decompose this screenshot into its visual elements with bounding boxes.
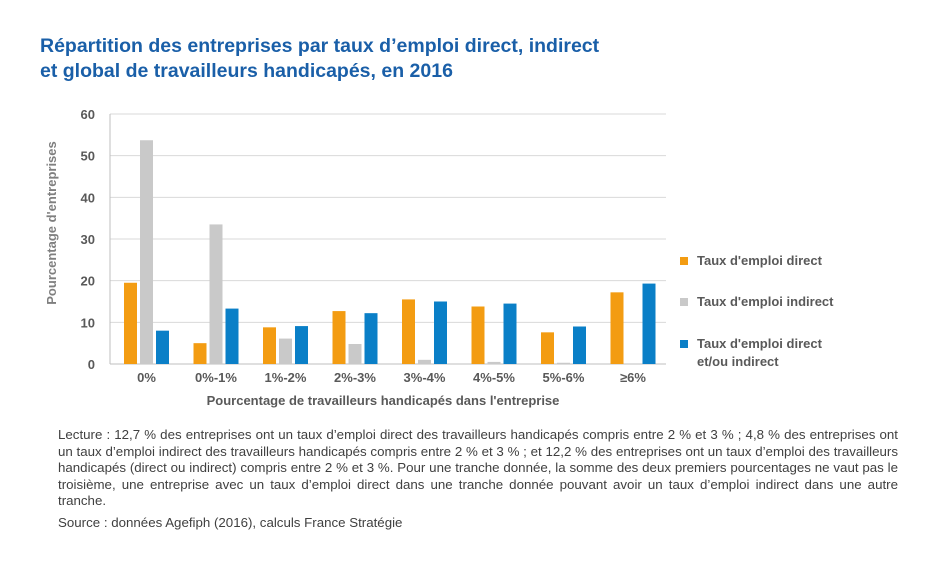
bar-indirect-4 <box>348 344 362 364</box>
y-tick-label: 10 <box>81 315 95 330</box>
bar-global-7 <box>573 326 586 364</box>
chart-title: Répartition des entreprises par taux d’e… <box>40 34 680 84</box>
bar-direct-3 <box>263 327 276 364</box>
y-tick-label: 0 <box>88 357 95 372</box>
bar-indirect-1 <box>140 140 153 364</box>
y-tick-label: 50 <box>81 149 95 164</box>
bar-global-6 <box>503 303 517 364</box>
y-tick-label: 30 <box>81 232 95 247</box>
chart-title-line-1: Répartition des entreprises par taux d’e… <box>40 35 600 57</box>
bar-chart: 0 10 20 30 40 50 60 0% 0%-1% 1%-2% 2%-3% 3%-4% 4%-5%… <box>44 107 666 408</box>
x-tick-label: 0% <box>137 370 156 385</box>
bar-indirect-3 <box>279 338 292 364</box>
legend-swatch-global <box>680 340 688 348</box>
x-tick-label: 0%-1% <box>195 370 237 385</box>
bar-direct-8 <box>610 292 624 364</box>
bar-global-8 <box>642 283 656 364</box>
y-axis-title: Pourcentage d'entreprises <box>44 141 59 304</box>
legend-swatch-indirect <box>680 298 688 306</box>
bar-direct-2 <box>193 343 207 364</box>
x-tick-label: 4%-5% <box>473 370 515 385</box>
bar-direct-5 <box>402 299 415 364</box>
bar-indirect-5 <box>418 359 431 364</box>
legend-label-indirect: Taux d'emploi indirect <box>697 294 834 309</box>
legend-item-indirect: Taux d'emploi indirect <box>680 293 920 311</box>
legend-item-global: Taux d'emploi direct et/ou indirect <box>680 335 920 371</box>
bar-global-2 <box>225 308 239 364</box>
y-tick-label: 60 <box>81 107 95 122</box>
bar-direct-7 <box>541 332 554 364</box>
x-tick-label: 5%-6% <box>543 370 585 385</box>
x-tick-label: 3%-4% <box>404 370 446 385</box>
y-tick-label: 20 <box>81 274 95 289</box>
legend-swatch-direct <box>680 257 688 265</box>
legend-item-direct: Taux d'emploi direct <box>680 252 920 270</box>
x-tick-label: ≥6% <box>620 370 646 385</box>
bar-global-4 <box>364 313 378 364</box>
bar-indirect-7 <box>557 362 570 364</box>
bar-global-1 <box>156 330 169 364</box>
chart-title-line-2: et global de travailleurs handicapés, en… <box>40 60 453 82</box>
bar-direct-1 <box>124 282 137 364</box>
legend-label-direct: Taux d'emploi direct <box>697 253 822 268</box>
source-note: Source : données Agefiph (2016), calculs… <box>58 515 403 530</box>
bar-direct-6 <box>471 306 485 364</box>
reading-note: Lecture : 12,7 % des entreprises ont un … <box>58 427 898 509</box>
bar-global-5 <box>434 301 447 364</box>
bar-global-3 <box>295 326 308 364</box>
x-tick-label: 2%-3% <box>334 370 376 385</box>
legend-label-global-line-1: Taux d'emploi direct <box>697 336 822 351</box>
x-tick-label: 1%-2% <box>265 370 307 385</box>
bar-indirect-6 <box>487 361 501 364</box>
y-tick-label: 40 <box>81 190 95 205</box>
legend-label-global-line-2: et/ou indirect <box>697 354 779 369</box>
bar-direct-4 <box>332 311 346 364</box>
x-axis-title: Pourcentage de travailleurs handicapés d… <box>207 393 560 408</box>
bar-indirect-2 <box>209 224 223 364</box>
